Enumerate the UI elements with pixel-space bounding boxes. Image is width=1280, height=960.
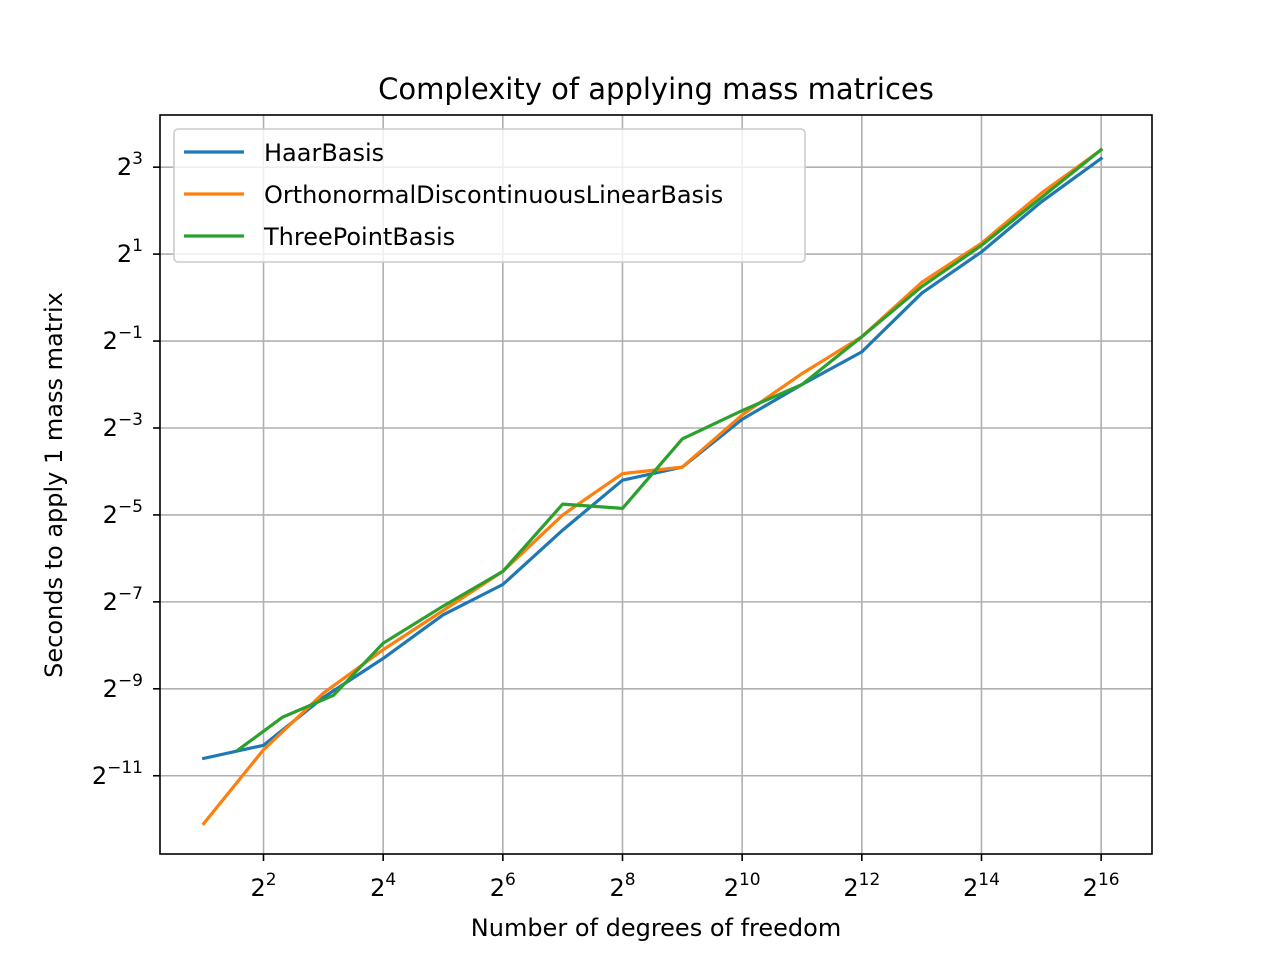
axis-ticks: 22 24 26 28 210 212 214 216 23 21 2−1 2−3 2−5 2−7 2−9 2… (92, 149, 1120, 902)
x-tick-label: 24 (370, 870, 396, 902)
x-tick-label: 22 (250, 870, 276, 902)
x-tick-label: 214 (963, 870, 1000, 902)
y-tick-label: 2−7 (103, 584, 143, 616)
y-tick-label: 2−11 (92, 758, 143, 790)
series-line-threepointbasis (236, 147, 1104, 752)
legend-box (173, 128, 806, 263)
y-tick-label: 2−5 (103, 497, 143, 529)
x-tick-label: 28 (609, 870, 635, 902)
y-tick-label: 23 (117, 149, 143, 181)
series-lines (201, 147, 1104, 826)
x-tick-label: 210 (724, 870, 761, 902)
y-tick-label: 21 (117, 236, 143, 268)
x-tick-label: 216 (1083, 870, 1120, 902)
series-line-orthonormaldiscontinuouslinearbasis (201, 147, 1104, 826)
legend-label: HaarBasis (264, 139, 384, 167)
plot-frame (159, 114, 1153, 855)
legend-label: ThreePointBasis (263, 223, 455, 251)
x-axis-label: Number of degrees of freedom (471, 914, 841, 942)
y-tick-label: 2−9 (103, 671, 143, 703)
y-axis-label: Seconds to apply 1 mass matrix (40, 292, 68, 678)
chart-title: Complexity of applying mass matrices (378, 72, 934, 106)
y-tick-label: 2−1 (103, 323, 143, 355)
x-tick-label: 26 (490, 870, 516, 902)
legend-label: OrthonormalDiscontinuousLinearBasis (264, 181, 723, 209)
legend: HaarBasis OrthonormalDiscontinuousLinearB… (173, 128, 806, 263)
x-tick-label: 212 (843, 870, 880, 902)
y-tick-label: 2−3 (103, 410, 143, 442)
